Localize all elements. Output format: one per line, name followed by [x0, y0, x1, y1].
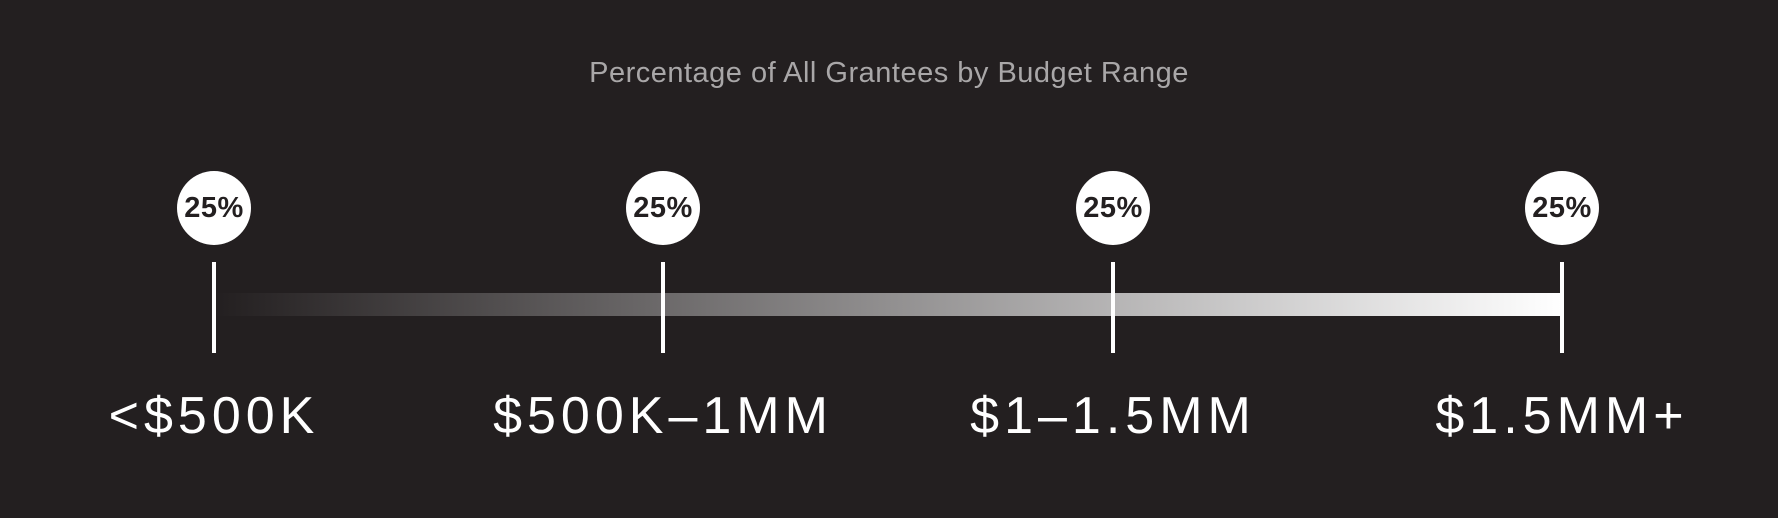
tick-mark	[661, 262, 665, 353]
chart-title: Percentage of All Grantees by Budget Ran…	[589, 57, 1189, 89]
tick-mark	[1560, 262, 1564, 353]
tick-mark	[1111, 262, 1115, 353]
category-label: <$500K	[108, 387, 320, 445]
value-bubble: 25%	[1525, 171, 1599, 245]
value-label: 25%	[1083, 191, 1143, 224]
tick-mark	[212, 262, 216, 353]
category-label: $1.5MM+	[1435, 387, 1689, 445]
value-bubble: 25%	[177, 171, 251, 245]
category-label: $500K–1MM	[493, 387, 833, 445]
value-label: 25%	[633, 191, 693, 224]
gradient-axis-line	[214, 293, 1562, 316]
category-label: $1–1.5MM	[970, 387, 1256, 445]
value-label: 25%	[1532, 191, 1592, 224]
value-bubble: 25%	[1076, 171, 1150, 245]
value-bubble: 25%	[626, 171, 700, 245]
value-label: 25%	[184, 191, 244, 224]
